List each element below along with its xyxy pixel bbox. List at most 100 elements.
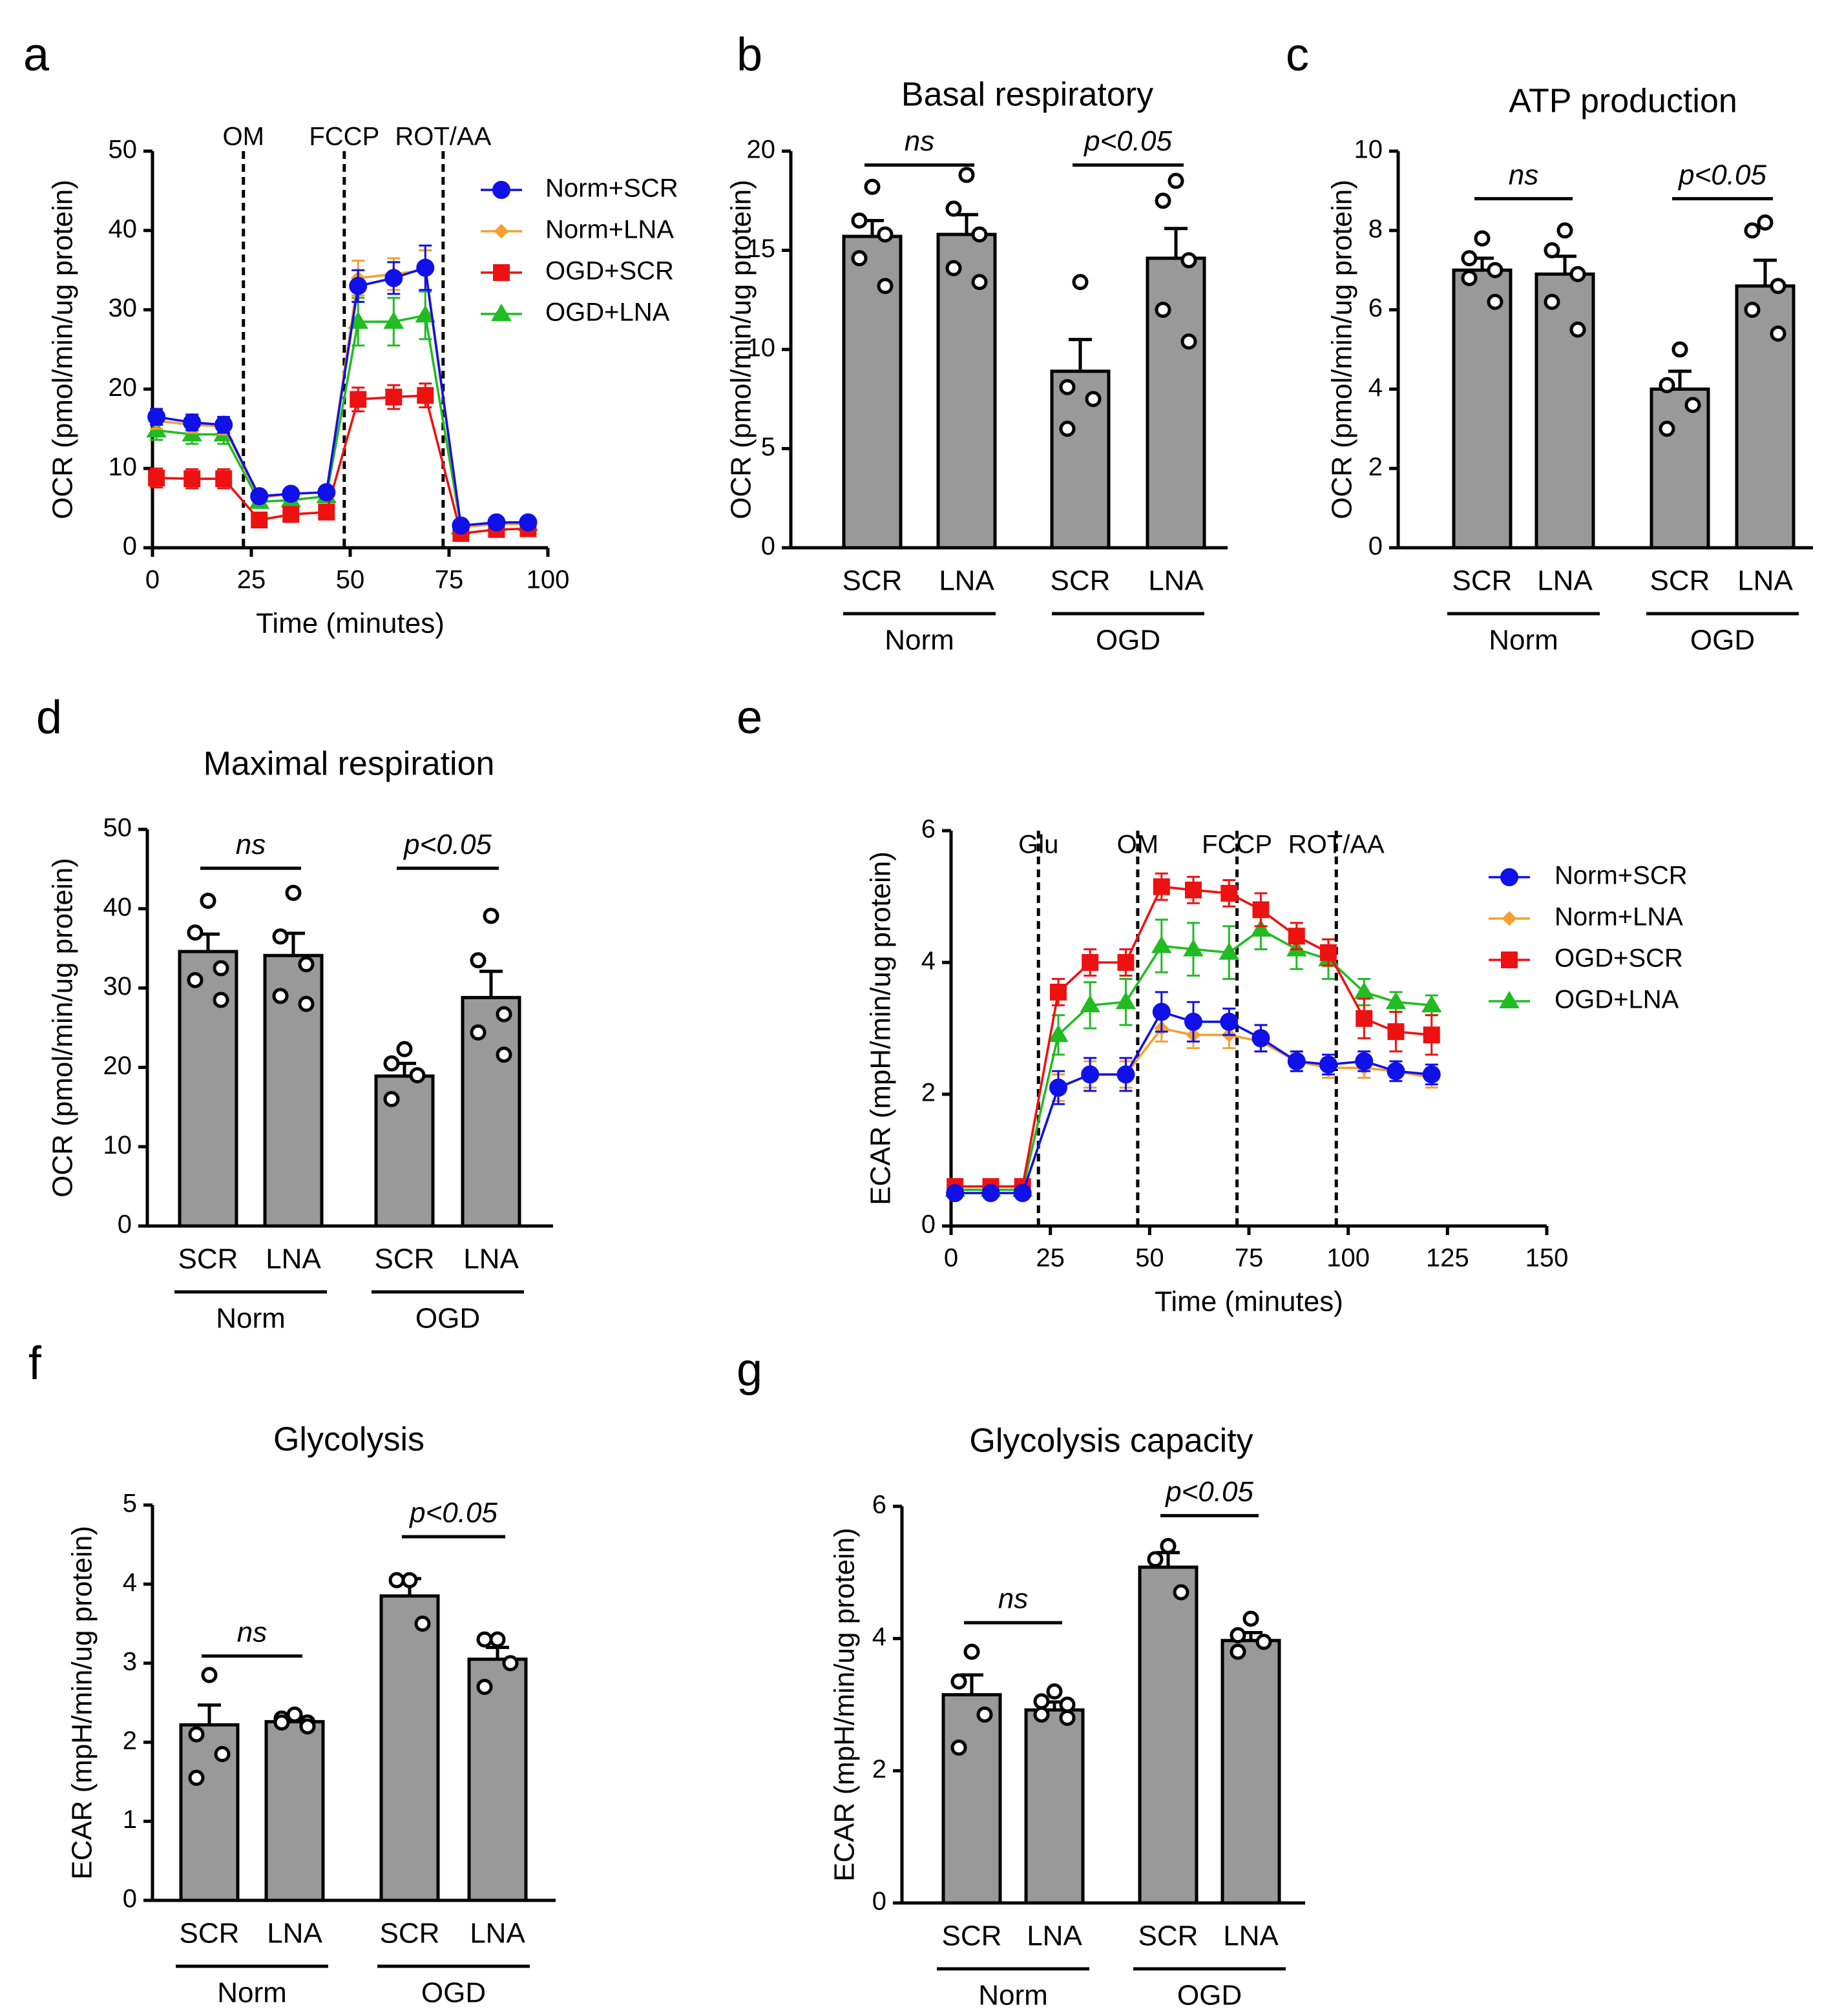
marker [1319,1055,1337,1074]
marker [1013,1184,1032,1202]
data-point [502,1655,519,1672]
marker [1115,992,1136,1010]
marker [1421,995,1442,1013]
bar [1220,1639,1281,1905]
y-tick-label: 0 [921,1211,936,1239]
x-tick-label: SCR [843,565,903,597]
legend-label: OGD+LNA [545,298,670,327]
legend-label: OGD+SCR [545,257,674,286]
data-point [958,167,975,183]
data-point [1487,262,1503,278]
x-tick-label: LNA [1027,1920,1082,1952]
y-tick-label: 4 [123,1568,137,1597]
chart-title: Glycolysis capacity [969,1422,1253,1460]
marker [383,311,404,329]
data-point [298,956,315,973]
x-tick-label: 0 [145,566,160,594]
panel-letter: f [28,1338,42,1389]
data-point [187,972,204,988]
legend-label: OGD+LNA [1555,986,1679,1014]
bar [379,1594,440,1902]
marker [1355,1052,1374,1070]
x-tick-label: SCR [180,1918,240,1949]
data-point [383,1091,400,1108]
data-point [496,1046,512,1063]
panel: e ECAR (mpH/min/ug protein) 0 2 4 6 0 25 50 75 100… [737,692,1688,1318]
comparison-label: p<0.05 [403,829,492,860]
x-tick-label: LNA [266,1243,321,1275]
comparison-label: ns [905,125,934,157]
data-point [1230,1627,1246,1644]
x-tick-label: SCR [380,1918,440,1949]
data-point [476,1631,493,1648]
marker [1152,1003,1171,1021]
group-label: Norm [885,625,954,656]
y-tick-label: 2 [123,1727,137,1755]
event-label: Glu [1018,831,1058,859]
data-point [1461,269,1478,286]
marker [946,1184,965,1202]
x-tick-label: LNA [939,565,994,597]
marker [1082,954,1099,971]
data-point [470,1024,487,1041]
data-point [272,928,289,945]
group-label: OGD [1096,625,1160,656]
event-label: FCCP [1202,831,1272,859]
data-point [971,226,988,243]
x-tick-label: 125 [1426,1244,1469,1273]
marker [1048,1024,1069,1043]
y-tick-label: 2 [921,1079,936,1107]
x-tick-label: SCR [1051,565,1111,597]
data-point [945,200,962,217]
marker [385,388,403,406]
chart-title: Maximal respiration [204,745,495,783]
marker [350,391,367,408]
marker [250,487,269,506]
data-point [1671,341,1688,358]
y-tick-label: 5 [761,433,775,461]
series-line [156,266,529,527]
marker [519,513,538,532]
panel: d Maximal respiration OCR (pmol/min/ug pro… [36,692,553,1335]
x-tick-label: LNA [267,1918,322,1949]
event-label: OM [223,123,264,151]
data-point [1180,252,1197,269]
marker [1385,992,1407,1010]
marker [1151,935,1172,953]
data-point [396,1041,413,1057]
x-tick-label: 100 [527,566,570,594]
marker [147,408,166,426]
marker [487,513,506,532]
y-tick-label: 6 [872,1491,886,1519]
marker [384,269,403,287]
data-point [1659,421,1675,437]
data-point [1168,172,1184,189]
panel: f Glycolysis ECAR (mpH/min/ug protein) 0 1 2 3… [28,1338,556,2009]
data-point [864,178,881,195]
marker [1049,1078,1067,1097]
y-axis-label: ECAR (mpH/min/ug protein) [829,1528,861,1882]
marker [318,503,335,521]
data-point [201,1667,218,1683]
data-point [272,988,289,1004]
marker [494,223,509,239]
marker [183,413,202,431]
panel: g Glycolysis capacity ECAR (mpH/min/ug pro… [737,1344,1305,2011]
marker [1184,881,1202,899]
data-point [188,1769,205,1786]
group-label: Norm [217,1977,287,2009]
marker [1116,1065,1135,1084]
data-point [470,952,487,969]
data-point [1033,1706,1050,1723]
comparison-label: p<0.05 [1677,159,1766,191]
data-point [877,278,894,295]
x-tick-label: LNA [1148,565,1204,597]
data-point [1569,321,1586,338]
legend-label: Norm+SCR [545,174,678,203]
x-tick-label: SCR [1650,565,1710,597]
group-label: OGD [421,1977,486,2009]
data-point [1155,192,1171,209]
data-point [414,1616,431,1632]
